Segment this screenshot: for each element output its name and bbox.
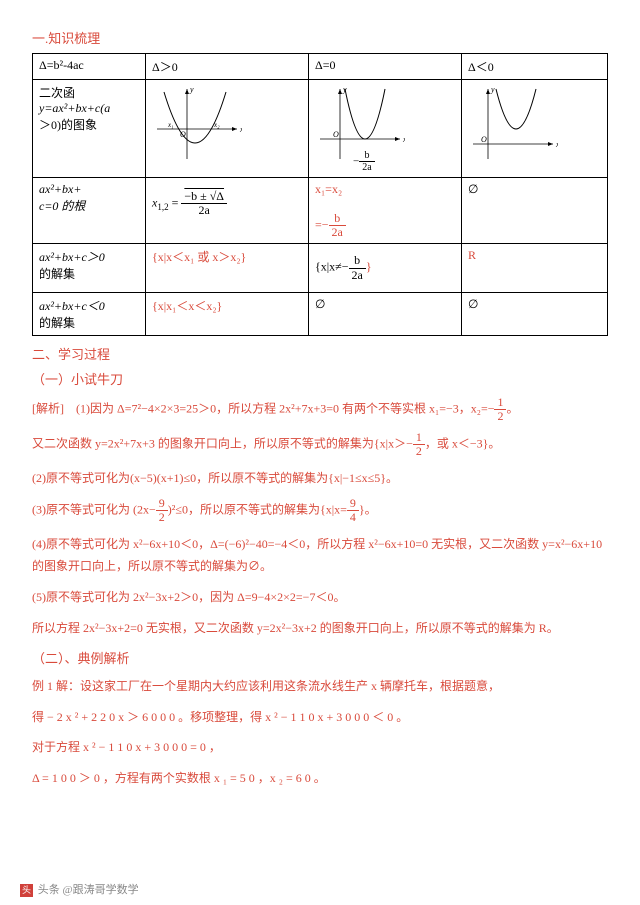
p3-d1: 2 [156,511,168,524]
para-1a: [解析] (1)因为 Δ=7²−4×2×3=25＞0，所以方程 2x²+7x+3… [32,396,608,423]
hcell-lt0: Δ＜0 [462,54,608,80]
table-roots-row: ax²+bx+ c=0 的根 x1,2 = −b ± √Δ2a x₁=x₂ =−… [33,178,608,244]
lt-c3: ∅ [309,292,462,335]
label-line: ax²+bx+c＜0 [39,299,105,313]
parabola-two-roots-icon: x y O x₁ x₂ [152,84,242,164]
footer-credit: 头 头条 @跟涛哥学数学 [20,881,139,897]
p1b-den: 2 [413,445,425,458]
label-2a: 2a [359,162,374,173]
graph-cell-twointersect: x y O x₁ x₂ [146,80,309,178]
roots-c3-den: 2a [329,226,346,239]
roots-c3-l1: x₁=x₂ [315,182,342,196]
graph-row-label: 二次函 y=ax²+bx+c(a ＞0)的图象 [33,80,146,178]
label-line: ax²+bx+ [39,182,81,196]
gt-c3-num: b [349,254,366,268]
p1a-text: [解析] (1)因为 Δ=7²−4×2×3=25＞0，所以方程 2x²+7x+3… [32,401,494,415]
label-line: y=ax²+bx+c(a [39,101,110,115]
lt-c2: {x|x₁＜x＜x₂} [146,292,309,335]
roots-c2: x1,2 = −b ± √Δ2a [146,178,309,244]
p3-n2: 9 [347,497,359,511]
p3-pre: (3)原不等式可化为 (2x− [32,503,156,517]
svg-text:x: x [555,140,558,149]
p1b-pre: 又二次函数 y=2x²+7x+3 的图象开口向上，所以原不等式的解集为{x|x＞… [32,437,413,451]
section2-title: 二、学习过程 [32,344,608,363]
p1b-post: ，或 x＜−3}。 [425,437,501,451]
roots-den: 2a [181,204,227,217]
hcell-eq0: Δ=0 [309,54,462,80]
roots-sub: 1,2 [157,202,168,212]
ex1-l4: Δ = 1 0 0 ＞ 0 ，方程有两个实数根 x ₁ = 5 0 ，x ₂ =… [32,767,608,790]
para-6: 所以方程 2x²−3x+2=0 无实根，又二次函数 y=2x²−3x+2 的图象… [32,617,608,640]
label-b: b [359,150,374,162]
ex1-l3: 对于方程 x ² − 1 1 0 x + 3 0 0 0 = 0 ， [32,736,608,759]
para-3: (3)原不等式可化为 (2x−92)²≤0，所以原不等式的解集为{x|x=94}… [32,497,608,524]
roots-c4: ∅ [462,178,608,244]
footer-text: 头条 @跟涛哥学数学 [38,884,139,896]
svg-text:y: y [189,85,194,94]
label-line: ＞0)的图象 [39,118,97,132]
hcell-delta: Δ=b²-4ac [33,54,146,80]
table-graph-row: 二次函 y=ax²+bx+c(a ＞0)的图象 x y O x₁ x₂ [33,80,608,178]
p3-d2: 4 [347,511,359,524]
ex1-l1: 例 1 解：设这家工厂在一个星期内大约应该利用这条流水线生产 x 辆摩托车，根据… [32,675,608,698]
roots-eq: = [169,195,182,209]
p3-n1: 9 [156,497,168,511]
roots-row-label: ax²+bx+ c=0 的根 [33,178,146,244]
hcell-gt0: Δ＞0 [146,54,309,80]
table-gt-row: ax²+bx+c＞0 的解集 {x|x＜x₁ 或 x＞x₂} {x|x≠−b2a… [33,244,608,292]
label-line: 的解集 [39,267,75,281]
p3-post: }。 [359,503,377,517]
toutiao-icon: 头 [20,884,33,897]
gt-row-label: ax²+bx+c＞0 的解集 [33,244,146,292]
label-line: ax²+bx+c＞0 [39,250,105,264]
ex1-l2: 得 − 2 x ² + 2 2 0 x ＞ 6 0 0 0 。移项整理，得 x … [32,706,608,729]
p1a-den: 2 [494,410,506,423]
roots-c3: x₁=x₂ =−b2a [309,178,462,244]
p1a-end: 。 [506,401,518,415]
para-5: (5)原不等式可化为 2x²−3x+2＞0，因为 Δ=9−4×2×2=−7＜0。 [32,586,608,609]
roots-c3-eq: =− [315,217,329,231]
lt-c4: ∅ [462,292,608,335]
svg-text:x: x [239,125,242,134]
parabola-no-root-icon: x y O [468,84,558,164]
label-line: 的解集 [39,316,75,330]
gt-c3-post: } [366,260,372,274]
para-1b: 又二次函数 y=2x²+7x+3 的图象开口向上，所以原不等式的解集为{x|x＞… [32,431,608,458]
p1b-num: 1 [413,431,425,445]
sub1-title: （一）小试牛刀 [32,369,608,388]
svg-text:O: O [481,135,487,144]
knowledge-table: Δ=b²-4ac Δ＞0 Δ=0 Δ＜0 二次函 y=ax²+bx+c(a ＞0… [32,53,608,336]
svg-text:O: O [333,130,339,139]
gt-c3-pre: {x|x≠− [315,260,349,274]
p3-mid: )²≤0，所以原不等式的解集为{x|x= [168,503,347,517]
p1a-num: 1 [494,396,506,410]
lt-row-label: ax²+bx+c＜0 的解集 [33,292,146,335]
graph-cell-tangent: x y O −b2a [309,80,462,178]
roots-num: −b ± √Δ [181,190,227,204]
roots-c3-num: b [329,212,346,226]
svg-text:x₂: x₂ [213,121,220,129]
label-line: c=0 的根 [39,199,85,213]
section1-title: 一.知识梳理 [32,28,608,47]
svg-text:x: x [402,135,405,144]
gt-c3-den: 2a [349,269,366,282]
sub2-title: （二）、典例解析 [32,648,608,667]
gt-c4: R [462,244,608,292]
gt-c3: {x|x≠−b2a} [309,244,462,292]
para-2: (2)原不等式可化为(x−5)(x+1)≤0，所以原不等式的解集为{x|−1≤x… [32,467,608,490]
svg-text:y: y [490,85,495,94]
table-header-row: Δ=b²-4ac Δ＞0 Δ=0 Δ＜0 [33,54,608,80]
graph-cell-nointersect: x y O [462,80,608,178]
table-lt-row: ax²+bx+c＜0 的解集 {x|x₁＜x＜x₂} ∅ ∅ [33,292,608,335]
para-4: (4)原不等式可化为 x²−6x+10＜0，Δ=(−6)²−40=−4＜0，所以… [32,533,608,579]
label-line: 二次函 [39,86,75,100]
gt-c2: {x|x＜x₁ 或 x＞x₂} [146,244,309,292]
svg-text:x₁: x₁ [167,121,174,129]
